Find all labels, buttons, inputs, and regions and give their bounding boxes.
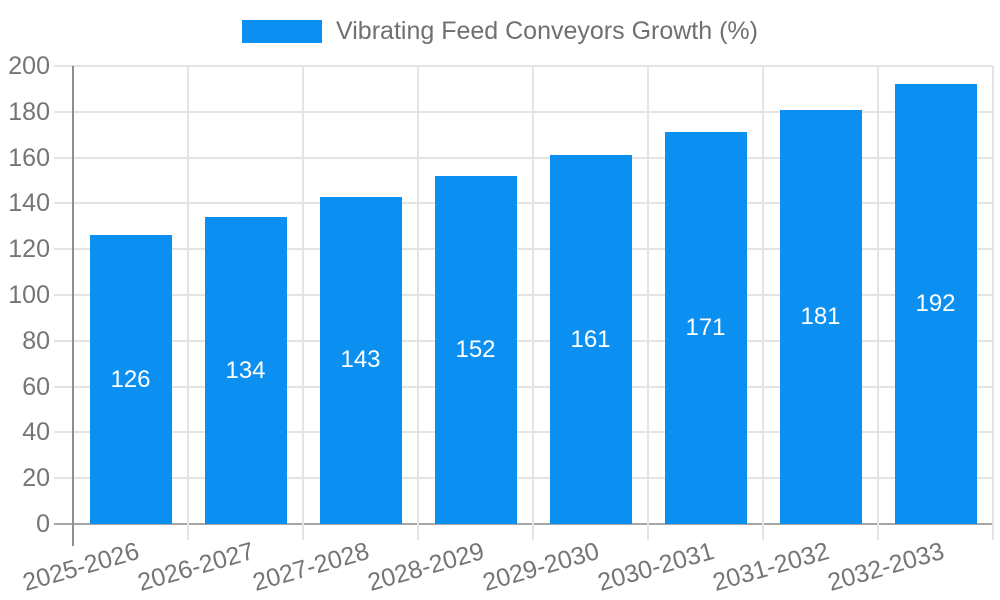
y-tick-label: 160 <box>8 143 50 172</box>
y-tick-label: 20 <box>22 464 50 493</box>
gridline-h <box>54 477 993 480</box>
y-tick-label: 200 <box>8 52 50 80</box>
y-tick-label: 180 <box>8 97 50 126</box>
gridline-v <box>302 66 304 540</box>
legend-label[interactable]: Vibrating Feed Conveyors Growth (%) <box>336 17 758 45</box>
y-axis-line <box>72 66 74 546</box>
gridline-h <box>54 385 993 388</box>
x-tick-label: 2032-2033 <box>824 537 948 597</box>
bar-2027-2028[interactable]: 143 <box>319 196 402 524</box>
y-tick-label: 60 <box>22 372 50 401</box>
gridline-v <box>532 66 534 540</box>
legend-swatch-icon[interactable] <box>242 20 323 43</box>
gridline-v <box>877 66 879 540</box>
y-tick-label: 100 <box>8 281 50 309</box>
bar-2028-2029[interactable]: 152 <box>434 175 517 524</box>
bar-2031-2032[interactable]: 181 <box>779 109 862 524</box>
gridline-v <box>992 66 994 540</box>
gridline-v <box>187 66 189 540</box>
x-axis-line <box>54 523 993 525</box>
bar-value-label: 143 <box>340 346 381 374</box>
x-tick-label: 2027-2028 <box>249 537 373 597</box>
gridline-h <box>54 339 993 342</box>
bar-2032-2033[interactable]: 192 <box>894 84 977 524</box>
legend[interactable]: Vibrating Feed Conveyors Growth (%) <box>0 17 1000 46</box>
x-tick-label: 2031-2032 <box>709 537 833 597</box>
bar-value-label: 171 <box>685 314 726 342</box>
bar-2025-2026[interactable]: 126 <box>89 235 172 524</box>
gridline-h <box>54 110 993 113</box>
gridline-v <box>647 66 649 540</box>
gridline-v <box>762 66 764 540</box>
gridline-h <box>54 431 993 434</box>
y-tick-label: 120 <box>8 235 50 264</box>
gridline-h <box>54 202 993 205</box>
bar-value-label: 161 <box>570 325 611 353</box>
bar-2030-2031[interactable]: 171 <box>664 132 747 524</box>
bar-2029-2030[interactable]: 161 <box>549 155 632 524</box>
gridline-h <box>54 65 993 67</box>
bar-value-label: 134 <box>225 356 266 384</box>
y-tick-label: 40 <box>22 418 50 447</box>
bar-value-label: 126 <box>110 365 151 393</box>
y-tick-label: 0 <box>36 510 50 538</box>
gridline-v <box>417 66 419 540</box>
y-tick-label: 80 <box>22 326 50 355</box>
bar-value-label: 181 <box>800 302 841 330</box>
gridline-h <box>54 248 993 251</box>
bar-2026-2027[interactable]: 134 <box>204 217 287 524</box>
x-tick-label: 2025-2026 <box>19 537 143 597</box>
bar-value-label: 192 <box>915 290 956 318</box>
gridline-h <box>54 156 993 159</box>
gridline-h <box>54 294 993 296</box>
x-tick-label: 2026-2027 <box>134 537 258 597</box>
bar-value-label: 152 <box>455 335 496 363</box>
y-tick-label: 140 <box>8 189 50 218</box>
x-tick-label: 2030-2031 <box>594 537 718 597</box>
x-tick-label: 2029-2030 <box>479 537 603 597</box>
x-tick-label: 2028-2029 <box>364 537 488 597</box>
